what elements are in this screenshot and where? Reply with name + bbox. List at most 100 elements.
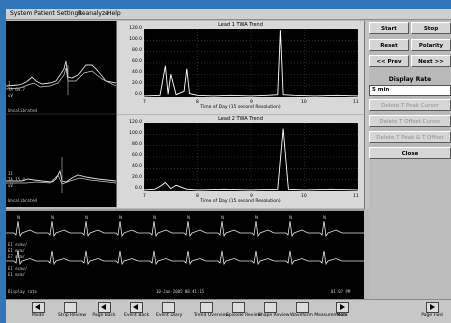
lead2-ytick: 20.0: [131, 175, 142, 180]
lead2-trend-title: Lead 2 TWA Trend: [218, 116, 263, 122]
menu-help[interactable]: Help: [107, 10, 121, 17]
lead2-xtick: 10: [301, 194, 307, 199]
beat-marker: N: [153, 215, 156, 220]
control-panel-blank: [369, 159, 451, 299]
lead2-meas-line-1: TA 15.0: [8, 177, 25, 182]
menu-reanalyze[interactable]: Reanalyze: [78, 10, 109, 17]
menu-system[interactable]: System: [10, 10, 33, 17]
lead2-meas-line-3: Uncalibrated: [8, 198, 37, 203]
polarity-button[interactable]: Polarity: [411, 39, 451, 51]
lead1-xtick: 10: [301, 100, 307, 105]
lead1-trend-title: Lead 1 TWA Trend: [218, 22, 263, 28]
lead1-ytick: 0.0: [134, 92, 142, 97]
lead2-ytick: 0.0: [134, 186, 142, 191]
lead1-trend-chart[interactable]: Lead 1 TWA Trend 120.0 100.0 80.0 60.0 4…: [117, 21, 364, 114]
right-arrow-icon: [335, 302, 349, 313]
lead2-ytick: 60.0: [131, 153, 142, 158]
beat-marker: N: [85, 215, 88, 220]
lead2-meas-label: II: [8, 171, 13, 176]
beat-marker: N: [323, 215, 326, 220]
page-back-icon: [97, 302, 111, 313]
rhythm-strip-panel[interactable]: N N N N N N N N N N EI ecmv/ E1 mcm/ E7 mcm/ EI e…: [6, 209, 364, 301]
lead2-trend-chart[interactable]: Lead 2 TWA Trend 120.0 100.0 80.0 60.0 4…: [117, 115, 364, 208]
beat-marker: N: [289, 215, 292, 220]
menu-patient-settings[interactable]: Patient Settings: [34, 10, 82, 17]
beat-marker: N: [17, 215, 20, 220]
shape-icon: [263, 302, 277, 313]
shape-review-button[interactable]: Shape Review: [258, 302, 290, 318]
lead1-trend-plot: [144, 29, 358, 97]
prev-button[interactable]: << Prev: [369, 55, 409, 67]
display-rate-label: Display Rate: [388, 76, 432, 83]
beat-marker: N: [221, 215, 224, 220]
strip-lead-label: EI ecmv/: [8, 242, 28, 247]
lead1-xtick: 7: [143, 100, 146, 105]
lead1-xtick: 11: [353, 100, 359, 105]
next-button[interactable]: Next >>: [411, 55, 451, 67]
stop-button[interactable]: Stop: [411, 22, 451, 34]
lead2-xtick: 7: [143, 194, 146, 199]
lead2-xtick: 11: [353, 194, 359, 199]
strip-lead-label: E7 mcm/: [8, 254, 25, 259]
trend-icon: [199, 302, 213, 313]
strip-lead-label: E1 mcm/: [8, 272, 25, 277]
ecg-complex-panel: I TA 64.7 uV Uncalibrated II TA 15.0 uV …: [6, 21, 117, 207]
event-back-icon: [129, 302, 143, 313]
strip-display-rate-label: Display rate: [8, 289, 37, 294]
ecg-complex-waveforms: [6, 60, 116, 193]
application-window: System Patient Settings Reanalyze Help I…: [6, 9, 451, 323]
lead2-meas-line-2: uV: [8, 183, 13, 188]
page-forward-icon: [425, 302, 439, 313]
page-back-button[interactable]: Page Back: [92, 302, 116, 318]
lead1-meas-label: I: [8, 81, 11, 86]
delete-t-offset-cursor-button[interactable]: Delete T Offset Cursor: [369, 115, 451, 127]
strip-lead-label: EI ecmv/: [8, 266, 28, 271]
strip-clock: 01:07 PM: [331, 289, 351, 294]
strip-timestamp: 10-Jan-2005 08:41:15: [156, 289, 205, 294]
lead2-xtick: 9: [250, 194, 253, 199]
lead1-ytick: 20.0: [131, 81, 142, 86]
lead2-twa-series-line: [144, 128, 358, 191]
start-button[interactable]: Start: [369, 22, 409, 34]
lead2-xtick: 8: [196, 194, 199, 199]
lead1-meas-line-1: TA 64.7: [8, 87, 25, 92]
delete-t-peak-cursor-button[interactable]: Delete T Peak Cursor: [369, 99, 451, 111]
trend-overview-button[interactable]: Trend Overview: [194, 302, 229, 318]
lead1-xtick: 8: [196, 100, 199, 105]
strip-icon: [63, 302, 77, 313]
episode-icon: [231, 302, 245, 313]
strip-review-button[interactable]: Strip Review: [58, 302, 86, 318]
page-fwd-button[interactable]: Page Fwd: [420, 302, 444, 318]
beat-marker: N: [187, 215, 190, 220]
lead1-xtick: 9: [250, 100, 253, 105]
waveform-measurements-button[interactable]: Waveform Measurements: [290, 302, 348, 318]
lead2-trend-plot: [144, 123, 358, 191]
lead2-ytick: 120.0: [129, 120, 142, 125]
beat-marker: N: [119, 215, 122, 220]
lead2-ytick: 40.0: [131, 164, 142, 169]
more-button[interactable]: More: [330, 302, 354, 318]
strip-lead-1-trace: [6, 220, 364, 238]
lead2-xlabel: Time of Day (15 second Resolution): [200, 199, 281, 204]
lead1-twa-series-line: [144, 30, 358, 97]
event-diary-button[interactable]: Event Diary: [156, 302, 182, 318]
beat-marker: N: [51, 215, 54, 220]
reset-button[interactable]: Reset: [369, 39, 409, 51]
trend-scrollbar[interactable]: [364, 21, 369, 209]
lead2-ytick: 80.0: [131, 142, 142, 147]
mode-button[interactable]: Mode: [26, 302, 50, 318]
close-button[interactable]: Close: [369, 147, 451, 159]
lead2-ytick: 100.0: [129, 131, 142, 136]
episode-review-button[interactable]: Episode Review: [226, 302, 261, 318]
event-back-button[interactable]: Event Back: [124, 302, 149, 318]
lead1-xlabel: Time of Day (15 second Resolution): [200, 105, 281, 110]
lead1-ytick: 120.0: [129, 26, 142, 31]
display-rate-input[interactable]: 5 min: [369, 85, 451, 96]
strip-lead-2-trace: [6, 250, 364, 266]
bottom-toolbar: Mode Strip Review Page Back Event Back E…: [6, 299, 451, 323]
lead1-ytick: 60.0: [131, 59, 142, 64]
lead1-ytick: 80.0: [131, 48, 142, 53]
beat-marker: N: [255, 215, 258, 220]
left-arrow-icon: [31, 302, 45, 313]
delete-t-peak-and-offset-button[interactable]: Delete T Peak & T Offset: [369, 131, 451, 143]
